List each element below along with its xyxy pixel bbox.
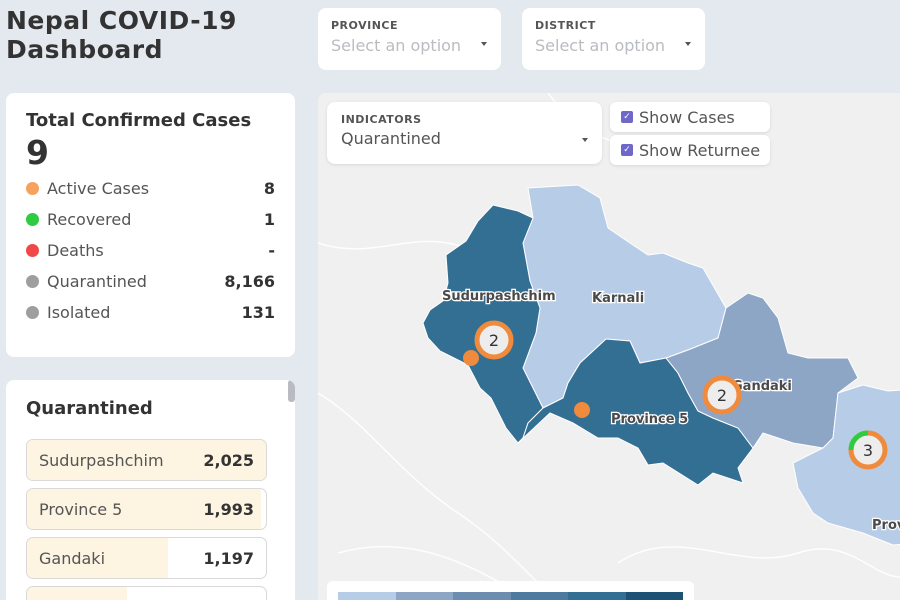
stats-list: Active Cases 8 Recovered 1 Deaths - Quar… [26, 173, 275, 328]
province-select[interactable]: PROVINCE Select an option [318, 8, 501, 70]
province-value: 1,993 [203, 499, 254, 519]
province-value: 1,197 [203, 548, 254, 568]
map-label-karnali: Karnali [592, 291, 644, 306]
nepal-province-map[interactable]: Sudurpashchim Karnali Gandaki Province 5… [318, 93, 900, 600]
map-label-province-3: Prov [872, 518, 900, 533]
checkbox-checked-icon[interactable]: ✓ [621, 144, 633, 156]
cluster-marker[interactable]: 3 [848, 430, 888, 470]
stat-label: Deaths [47, 241, 104, 260]
cluster-marker[interactable]: 2 [702, 375, 742, 415]
quarantined-province-list: Sudurpashchim 2,025 Province 5 1,993 Gan… [26, 439, 275, 600]
legend-swatch [568, 592, 626, 600]
legend-swatch [453, 592, 511, 600]
value-bar [27, 489, 262, 529]
stat-value: 1 [263, 210, 275, 229]
legend-color-scale [338, 592, 683, 600]
map-label-sudurpashchim: Sudurpashchim [442, 289, 556, 304]
province-value: 2,025 [203, 450, 254, 470]
case-marker[interactable] [463, 350, 479, 366]
legend-swatch [395, 592, 453, 600]
total-cases-count: 9 [26, 133, 49, 172]
region-province-3[interactable] [792, 384, 900, 546]
green-dot-icon [26, 213, 39, 226]
indicator-select-label: INDICATORS [341, 113, 422, 126]
value-bar [27, 440, 266, 480]
stat-label: Active Cases [47, 179, 150, 198]
chevron-down-icon [685, 42, 691, 46]
gray-dot-icon [26, 275, 39, 288]
indicator-select-value: Quarantined [341, 129, 441, 148]
cluster-count: 2 [717, 386, 727, 405]
province-name: Gandaki [39, 548, 106, 568]
legend-swatch [338, 592, 396, 600]
stat-value: 8,166 [224, 272, 275, 291]
map-legend [327, 581, 694, 600]
province-name: Province 5 [39, 499, 123, 519]
quarantined-title: Quarantined [26, 398, 153, 419]
district-select[interactable]: DISTRICT Select an option [522, 8, 705, 70]
stat-row-active: Active Cases 8 [26, 173, 275, 204]
district-select-label: DISTRICT [535, 19, 596, 32]
show-returnee-label: Show Returnee [639, 140, 761, 160]
total-cases-card: Total Confirmed Cases 9 Active Cases 8 R… [6, 93, 295, 357]
province-select-label: PROVINCE [331, 19, 398, 32]
stat-value: 131 [241, 303, 275, 322]
value-bar [27, 538, 168, 578]
cluster-count: 3 [863, 441, 873, 460]
stat-value: 8 [263, 179, 275, 198]
stat-row-quarantined: Quarantined 8,166 [26, 266, 275, 297]
stat-value: - [268, 241, 275, 260]
page-title: Nepal COVID-19 Dashboard [6, 6, 237, 64]
legend-swatch [510, 592, 568, 600]
stat-label: Quarantined [47, 272, 147, 291]
map-label-gandaki: Gandaki [732, 379, 792, 394]
stat-label: Recovered [47, 210, 132, 229]
province-select-placeholder: Select an option [331, 36, 462, 55]
list-item[interactable]: Province 5 1,993 [26, 488, 267, 530]
cluster-marker[interactable]: 2 [474, 320, 514, 360]
stat-label: Isolated [47, 303, 111, 322]
quarantined-card: Quarantined Sudurpashchim 2,025 Province… [6, 380, 295, 600]
show-cases-toggle[interactable]: ✓ Show Cases [610, 102, 770, 132]
stat-row-isolated: Isolated 131 [26, 297, 275, 328]
map[interactable]: Sudurpashchim Karnali Gandaki Province 5… [318, 93, 900, 600]
list-item[interactable]: Gandaki 1,197 [26, 537, 267, 579]
region-province-5[interactable] [517, 338, 754, 486]
list-item[interactable] [26, 586, 267, 600]
indicator-select[interactable]: INDICATORS Quarantined [327, 102, 602, 164]
stat-row-recovered: Recovered 1 [26, 204, 275, 235]
show-returnee-toggle[interactable]: ✓ Show Returnee [610, 135, 770, 165]
province-name: Sudurpashchim [39, 450, 164, 470]
scrollbar-thumb[interactable] [288, 380, 295, 402]
cluster-count: 2 [489, 331, 499, 350]
show-cases-label: Show Cases [639, 107, 735, 127]
orange-dot-icon [26, 182, 39, 195]
chevron-down-icon [481, 42, 487, 46]
value-bar [27, 587, 128, 600]
map-label-province-5: Province 5 [611, 412, 688, 427]
stat-row-deaths: Deaths - [26, 235, 275, 266]
case-marker[interactable] [574, 402, 590, 418]
total-cases-title: Total Confirmed Cases [26, 110, 252, 131]
checkbox-checked-icon[interactable]: ✓ [621, 111, 633, 123]
red-dot-icon [26, 244, 39, 257]
chevron-down-icon [582, 138, 588, 142]
district-select-placeholder: Select an option [535, 36, 666, 55]
gray-dot-icon [26, 306, 39, 319]
list-item[interactable]: Sudurpashchim 2,025 [26, 439, 267, 481]
legend-swatch [625, 592, 683, 600]
